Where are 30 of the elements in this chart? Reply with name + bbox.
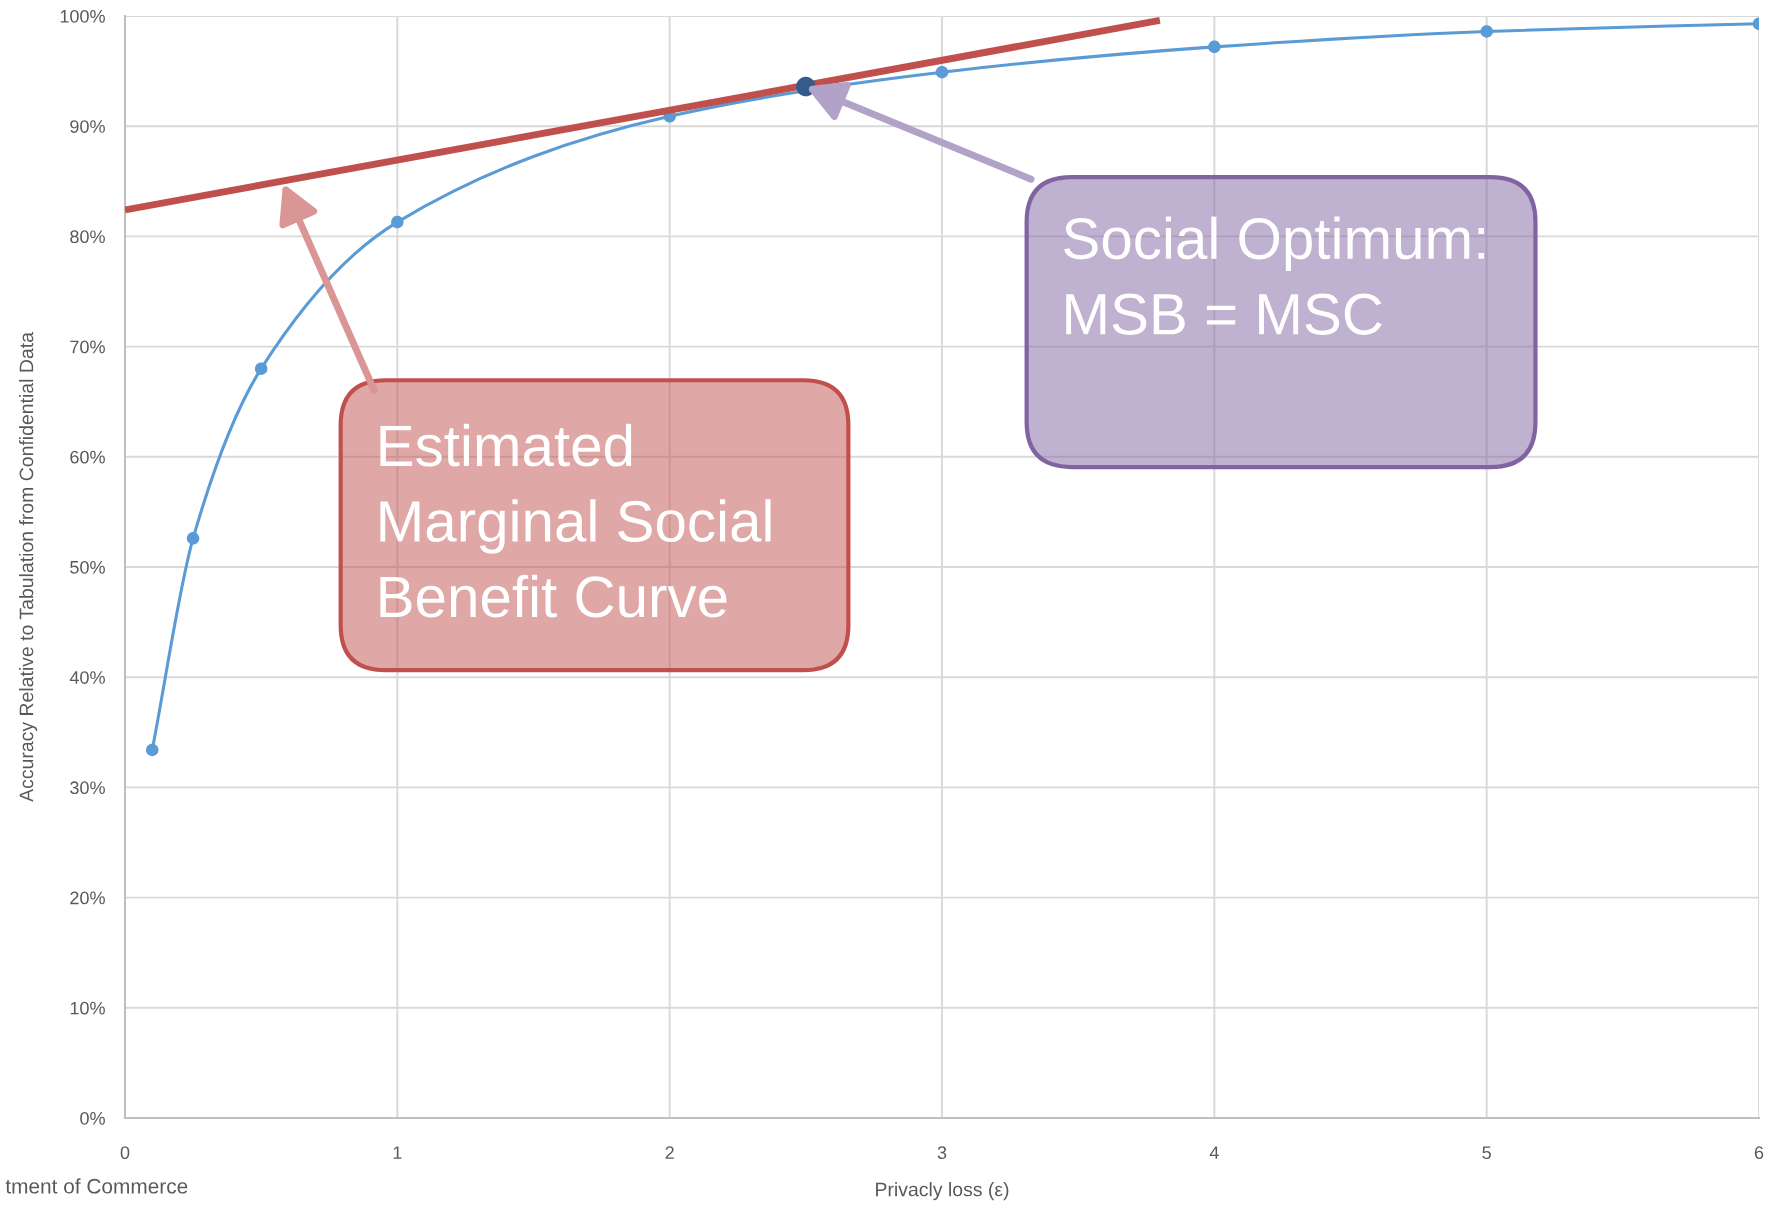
y-tick-label: 70% — [70, 340, 105, 354]
point — [1480, 25, 1493, 38]
point — [1208, 40, 1221, 54]
y-tick-label: 50% — [70, 560, 105, 574]
y-tick-label: 90% — [70, 120, 105, 133]
point — [935, 65, 949, 79]
point — [186, 532, 200, 545]
x-axis-title: Privacly loss (ε) — [876, 1182, 1009, 1201]
x-tick-label: 5 — [1482, 1146, 1491, 1160]
x-tick-label: 6 — [1754, 1146, 1764, 1160]
annotation: Social Optimum: MSB = MSC — [1064, 216, 1485, 335]
y-tick-label: 10% — [70, 1001, 105, 1015]
x-tick-label: 4 — [1209, 1146, 1219, 1159]
y-tick-label: 100% — [60, 9, 105, 23]
x-tick-label: 1 — [393, 1146, 402, 1159]
x-tick-label: 0 — [120, 1146, 130, 1160]
y-tick-label: 80% — [70, 230, 105, 244]
y-tick-label: 60% — [70, 450, 105, 464]
y-tick-label: 20% — [70, 891, 105, 905]
y-tick-label: 40% — [69, 671, 105, 684]
x-tick-label: 2 — [665, 1146, 674, 1159]
point — [254, 362, 268, 375]
x-tick-label: 3 — [937, 1146, 947, 1160]
y-tick-label: 0% — [80, 1111, 105, 1125]
annotation: Estimated Marginal Social Benefit Curve — [380, 423, 771, 618]
text: tment of Commerce — [5, 1178, 188, 1194]
point — [145, 743, 159, 757]
y-tick-label: 30% — [70, 781, 105, 795]
point — [391, 215, 404, 229]
y-axis-title: Accuracy Relative to Tabulation from Confidential Data — [19, 332, 38, 802]
